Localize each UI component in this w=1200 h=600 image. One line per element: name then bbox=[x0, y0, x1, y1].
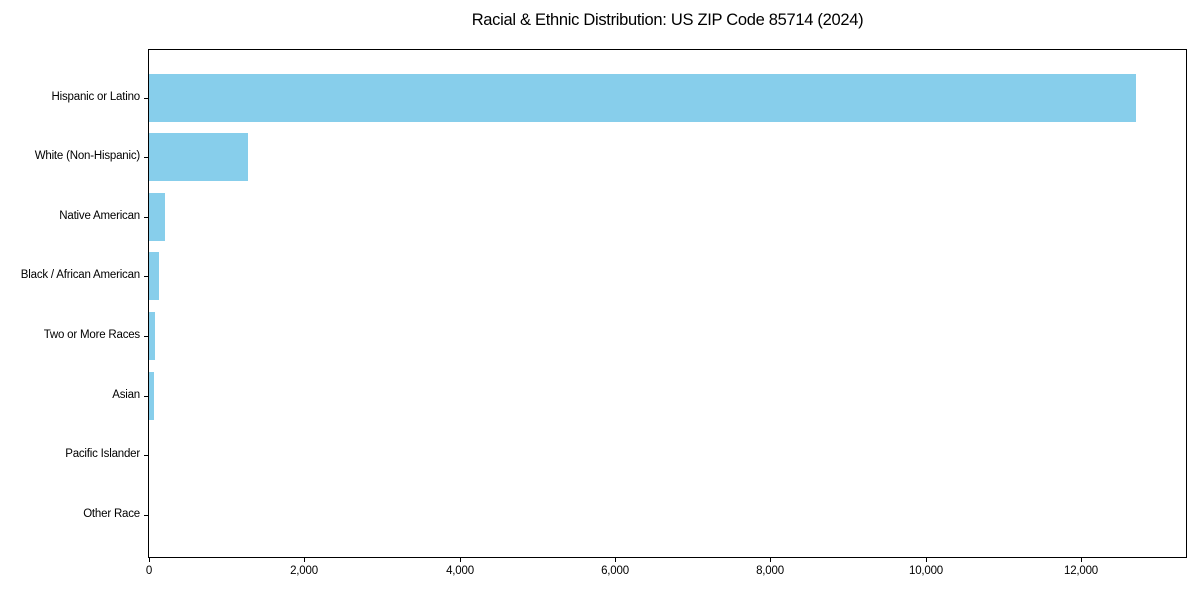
chart-title: Racial & Ethnic Distribution: US ZIP Cod… bbox=[471, 11, 864, 29]
y-tick-mark bbox=[144, 157, 148, 158]
bar-white-non-hispanic bbox=[149, 133, 248, 182]
y-tick-mark bbox=[144, 336, 148, 337]
y-tick-mark bbox=[144, 515, 148, 516]
x-tick-label: 8,000 bbox=[756, 565, 784, 577]
y-tick-label: Two or More Races bbox=[43, 329, 141, 341]
bar-black-african-american bbox=[149, 252, 159, 301]
x-tick-label: 4,000 bbox=[446, 565, 474, 577]
x-tick-label: 6,000 bbox=[601, 565, 629, 577]
bar-hispanic-or-latino bbox=[149, 73, 1136, 122]
bar-asian bbox=[149, 371, 154, 420]
bar-two-or-more-races bbox=[149, 311, 155, 360]
y-tick-label: Asian bbox=[112, 389, 140, 401]
y-tick-label: Native American bbox=[59, 210, 140, 222]
x-tick-label: 0 bbox=[145, 565, 153, 577]
y-tick-label: Hispanic or Latino bbox=[51, 91, 141, 103]
x-tick-mark bbox=[304, 558, 305, 562]
x-tick-mark bbox=[615, 558, 616, 562]
y-tick-label: Black / African American bbox=[20, 269, 140, 281]
y-tick-label: White (Non-Hispanic) bbox=[34, 150, 140, 162]
y-tick-mark bbox=[144, 276, 148, 277]
y-tick-mark bbox=[144, 217, 148, 218]
bar-native-american bbox=[149, 192, 165, 241]
x-tick-mark bbox=[770, 558, 771, 562]
y-tick-mark bbox=[144, 396, 148, 397]
y-tick-mark bbox=[144, 98, 148, 99]
x-tick-label: 10,000 bbox=[909, 565, 943, 577]
plot-area bbox=[148, 49, 1187, 558]
y-tick-label: Other Race bbox=[83, 508, 140, 520]
y-tick-mark bbox=[144, 455, 148, 456]
x-tick-mark bbox=[1081, 558, 1082, 562]
x-tick-label: 12,000 bbox=[1064, 565, 1098, 577]
x-tick-mark bbox=[149, 558, 150, 562]
x-tick-mark bbox=[926, 558, 927, 562]
y-tick-label: Pacific Islander bbox=[65, 448, 140, 460]
x-tick-mark bbox=[460, 558, 461, 562]
x-tick-label: 2,000 bbox=[290, 565, 318, 577]
